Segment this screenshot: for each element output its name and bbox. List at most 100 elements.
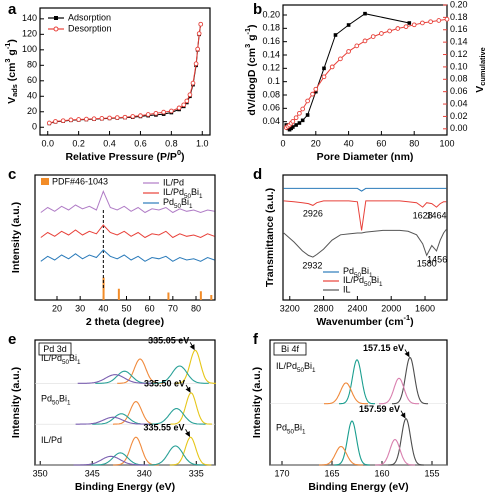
y2-tick-label: 0.00 — [450, 123, 468, 133]
y-tick-label: 60 — [27, 75, 37, 85]
marker — [354, 43, 360, 49]
fit-component — [147, 407, 206, 425]
marker — [176, 105, 182, 111]
y-axis-label: dV/dlogD (cm3 g-1) — [243, 24, 258, 115]
marker — [196, 31, 202, 36]
marker — [294, 123, 298, 127]
marker — [444, 16, 450, 22]
fit-component — [75, 416, 151, 425]
y2-tick-label: 0.06 — [450, 86, 468, 96]
panel-letter: b — [253, 1, 262, 18]
peak-label: 1628 — [413, 211, 433, 221]
marker — [297, 110, 302, 116]
legend-label: Pd50Bi1 — [163, 197, 193, 209]
x-axis-label: 2 theta (degree) — [86, 316, 164, 328]
marker — [145, 112, 151, 117]
peak-annotation: 335.55 eV — [144, 423, 185, 433]
marker — [428, 19, 433, 25]
x-tick-label: 40 — [344, 138, 354, 148]
marker — [291, 125, 295, 129]
marker — [436, 18, 442, 23]
x-tick-label: 0.0 — [41, 138, 54, 148]
y-axis-label: Intensity (a.u.) — [251, 367, 263, 438]
fit-component — [73, 455, 149, 466]
series-line — [40, 189, 215, 214]
x-axis-label: Pore Diameter (nm) — [317, 151, 414, 163]
annotation-arrow — [184, 428, 190, 438]
marker — [290, 119, 296, 124]
sample-label: Pd50Bi1 — [41, 394, 71, 406]
sample-label: IL/Pd — [41, 435, 62, 445]
x-tick-label: 3200 — [280, 303, 300, 313]
peak-label: 1580 — [417, 259, 437, 269]
fit-component — [117, 358, 163, 384]
x-tick-label: 0 — [280, 138, 285, 148]
y-tick-label: 0.12 — [262, 63, 280, 73]
marker — [187, 92, 193, 98]
legend-label: PDF#46-1043 — [52, 176, 108, 186]
y-tick-label: 0.14 — [262, 49, 280, 59]
x-tick-label: 80 — [191, 303, 201, 313]
marker — [107, 115, 112, 121]
marker — [198, 21, 204, 27]
y2-tick-label: 0.02 — [450, 111, 468, 121]
y-tick-label: 0 — [32, 122, 37, 132]
tag-box — [38, 342, 72, 356]
y-axis-label: Vads (cm3 g-1) — [3, 39, 19, 104]
marker — [153, 110, 159, 116]
fit-component — [174, 349, 216, 384]
legend-label: IL/Pd — [163, 177, 184, 187]
marker — [169, 108, 174, 114]
series-line — [283, 229, 447, 258]
y-tick-label: 20 — [27, 106, 37, 116]
y2-tick-label: 0.16 — [450, 24, 468, 34]
annotation-arrow — [189, 342, 195, 351]
x-tick-label: 40 — [98, 303, 108, 313]
x-axis-label: Binding Energy (eV) — [308, 481, 408, 493]
y-tick-label: 0.1 — [267, 76, 280, 86]
marker — [130, 114, 136, 119]
tag-label: Pd 3d — [43, 344, 67, 354]
plot-frame — [39, 7, 211, 136]
marker — [300, 106, 306, 112]
y-tick-label: 120 — [22, 29, 37, 39]
marker — [305, 98, 310, 104]
marker — [346, 23, 351, 27]
x-tick-label: 155 — [424, 468, 439, 478]
fit-component — [170, 392, 212, 425]
marker — [310, 91, 315, 97]
fit-component — [169, 436, 212, 466]
fit-component — [375, 438, 415, 466]
x-tick-label: 20 — [311, 138, 321, 148]
annotation-arrow — [185, 384, 191, 393]
x-tick-label: 165 — [324, 468, 339, 478]
sample-label: IL/Pd50Bi1 — [41, 353, 81, 365]
series-line — [283, 200, 447, 231]
marker — [84, 116, 89, 122]
marker — [322, 66, 326, 71]
legend-marker — [54, 16, 58, 20]
fit-component — [113, 401, 159, 425]
x-tick-label: 60 — [145, 303, 155, 313]
marker — [91, 116, 97, 122]
marker — [293, 115, 299, 121]
x-axis-label: Wavenumber (cm-1) — [316, 313, 413, 328]
marker — [195, 46, 200, 52]
marker — [362, 38, 368, 44]
y-tick-label: 140 — [22, 13, 37, 23]
peak-label: 2926 — [303, 209, 323, 219]
y2-tick-label: 0.20 — [450, 0, 468, 9]
y-axis-label: Transmittance (a.u.) — [264, 188, 276, 287]
marker — [395, 26, 401, 31]
y-tick-label: 0.08 — [262, 89, 280, 99]
marker — [346, 49, 351, 54]
series-line — [40, 249, 215, 262]
marker — [305, 113, 310, 117]
x-tick-label: 2400 — [347, 303, 367, 313]
y2-tick-label: 0.12 — [450, 49, 468, 59]
fit-component — [324, 382, 368, 405]
fit-component — [91, 452, 150, 466]
panel-letter: d — [253, 166, 262, 183]
panel-letter: a — [8, 1, 17, 18]
fit-component — [77, 374, 153, 384]
